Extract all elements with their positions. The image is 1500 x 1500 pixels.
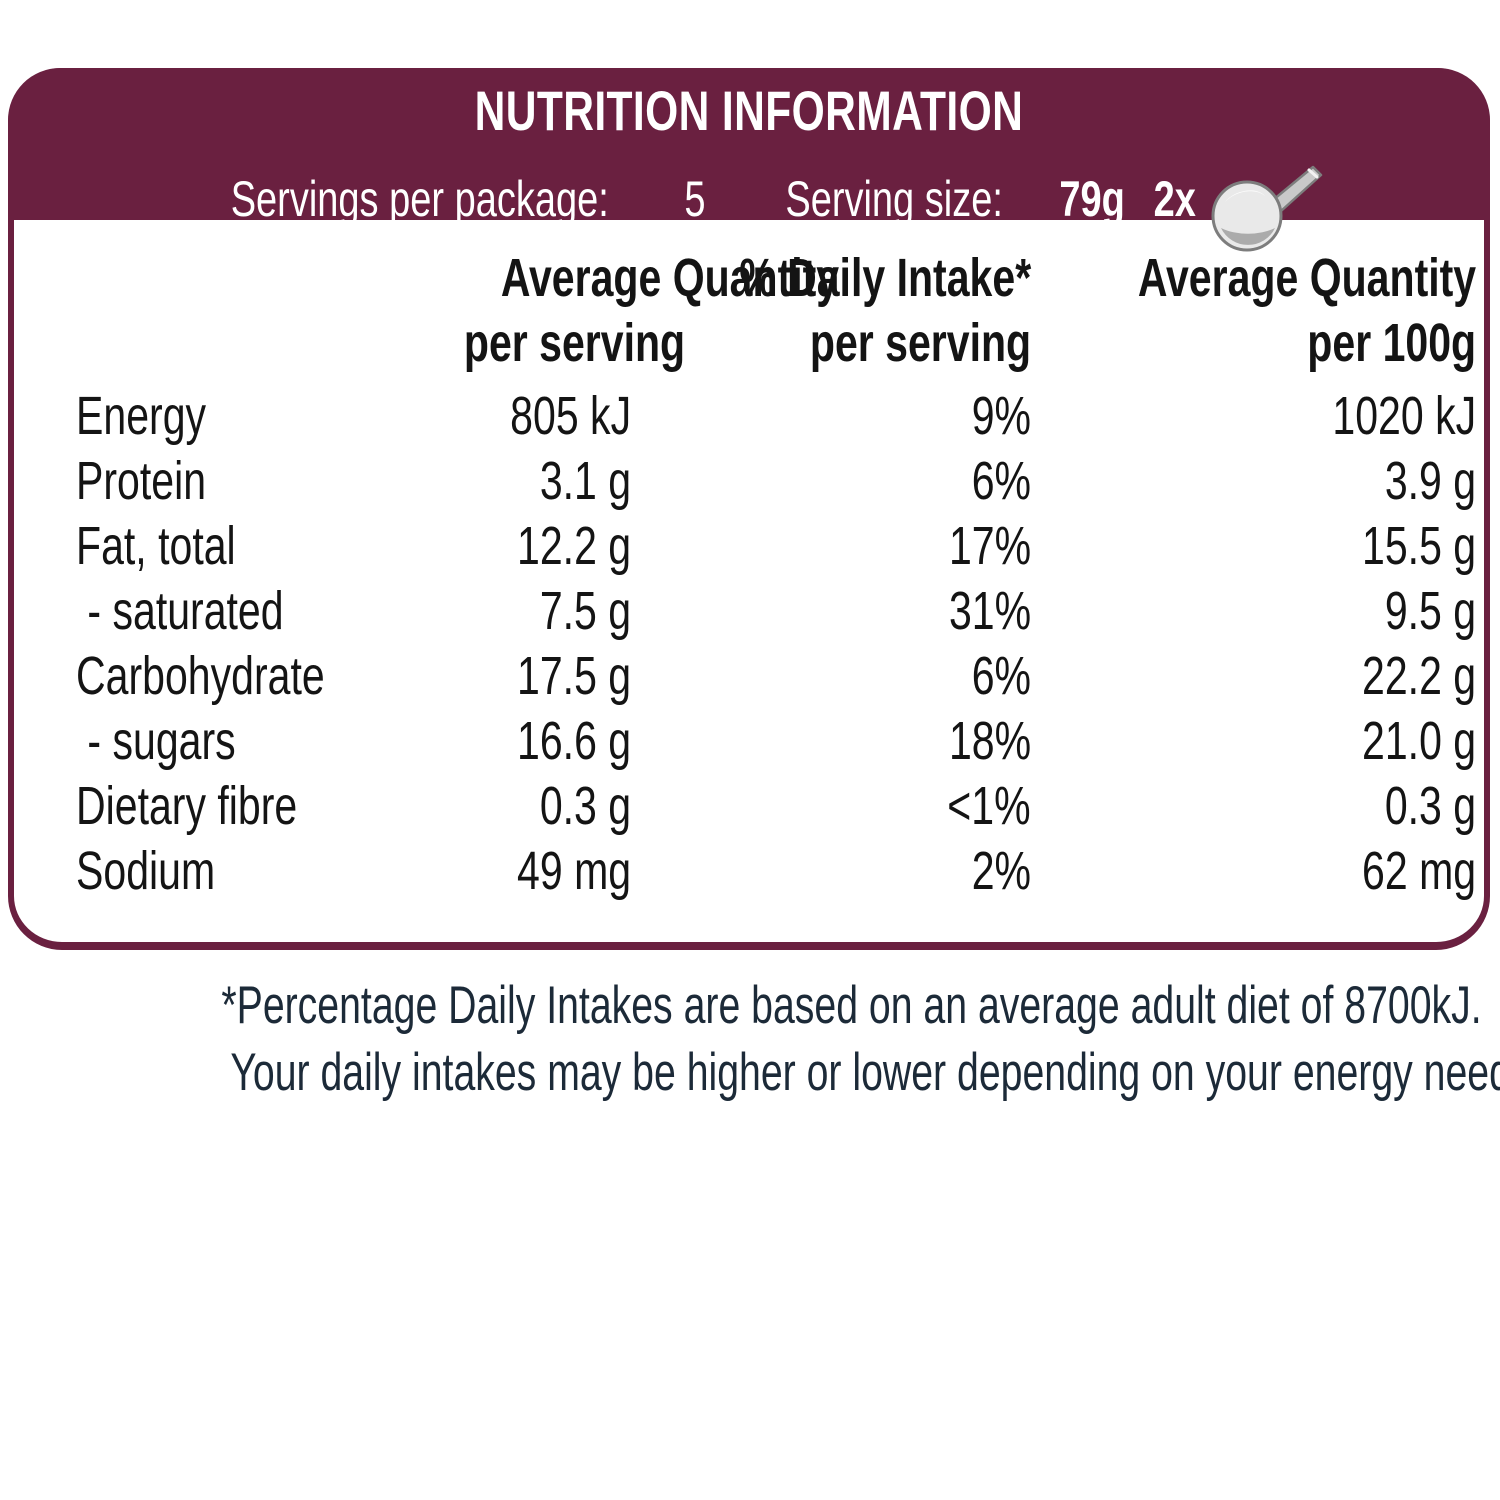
nutrition-label-panel: NUTRITION INFORMATION Servings per packa… <box>8 68 1490 950</box>
per-100g-value: 21.0 g <box>1362 711 1477 771</box>
nutrient-name: Fat, total <box>76 516 236 576</box>
servings-per-package-label: Servings per package: <box>231 171 610 227</box>
nutrient-name: Sodium <box>76 841 216 901</box>
page-title-text: NUTRITION INFORMATION <box>474 79 1024 142</box>
per-serving-value: 12.2 g <box>516 516 631 576</box>
spoon-scoop-icon <box>1211 165 1322 252</box>
daily-intake-value: 31% <box>948 581 1031 641</box>
daily-intake-value: 9% <box>971 386 1031 446</box>
per-serving-value: 17.5 g <box>516 646 631 706</box>
footnote-line2: Your daily intakes may be higher or lowe… <box>230 1043 1500 1102</box>
column-header-daily-intake: % Daily Intake* per serving <box>631 246 1031 384</box>
nutrition-table: Average Quantity per serving % Daily Int… <box>14 220 1484 904</box>
footnote-line1: *Percentage Daily Intakes are based on a… <box>221 976 1482 1035</box>
column-header-line2: per serving <box>809 313 1031 373</box>
per-100g-value: 62 mg <box>1362 841 1477 901</box>
nutrient-name: Protein <box>76 451 207 511</box>
servings-per-package-value: 5 <box>684 171 706 227</box>
column-header-per-100g: Average Quantity per 100g <box>1031 246 1476 384</box>
per-100g-value: 3.9 g <box>1384 451 1477 511</box>
per-serving-value: 49 mg <box>516 841 631 901</box>
daily-intake-value: 17% <box>948 516 1031 576</box>
nutrient-name: - sugars <box>76 711 236 771</box>
nutrient-name: Dietary fibre <box>76 776 298 836</box>
per-serving-value: 3.1 g <box>539 451 631 511</box>
per-serving-value: 16.6 g <box>516 711 631 771</box>
daily-intake-value: 18% <box>948 711 1031 771</box>
column-header-line2: per serving <box>463 313 686 373</box>
column-header-line1: % Daily Intake* <box>739 248 1031 308</box>
serving-size-multiplier: 2x <box>1153 171 1196 227</box>
daily-intake-value: 6% <box>971 451 1031 511</box>
nutrition-label-header: NUTRITION INFORMATION Servings per packa… <box>8 68 1490 252</box>
nutrient-name: - saturated <box>76 581 284 641</box>
per-100g-value: 22.2 g <box>1362 646 1477 706</box>
per-100g-value: 9.5 g <box>1384 581 1477 641</box>
daily-intake-footnote: *Percentage Daily Intakes are based on a… <box>0 972 1500 1106</box>
daily-intake-value: <1% <box>947 776 1031 836</box>
serving-size-value: 79g <box>1059 171 1125 227</box>
per-serving-value: 7.5 g <box>539 581 631 641</box>
daily-intake-value: 2% <box>971 841 1031 901</box>
per-100g-value: 1020 kJ <box>1332 386 1477 446</box>
per-100g-value: 15.5 g <box>1362 516 1477 576</box>
per-100g-value: 0.3 g <box>1384 776 1477 836</box>
column-header-per-serving: Average Quantity per serving <box>394 246 839 384</box>
column-header-line2: per 100g <box>1307 313 1477 373</box>
column-header-line1: Average Quantity <box>1137 248 1477 308</box>
column-header-line1: Average Quantity <box>500 248 840 308</box>
serving-size-label: Serving size: <box>784 171 1003 227</box>
nutrient-column-spacer <box>76 246 394 384</box>
nutrient-name: Carbohydrate <box>76 646 325 706</box>
per-serving-value: 805 kJ <box>510 386 631 446</box>
per-serving-value: 0.3 g <box>539 776 631 836</box>
daily-intake-value: 6% <box>971 646 1031 706</box>
serving-info-line: Servings per package: 5 Serving size: 79… <box>171 144 1326 254</box>
nutrient-name: Energy <box>76 386 207 446</box>
page-title: NUTRITION INFORMATION <box>388 80 1110 142</box>
